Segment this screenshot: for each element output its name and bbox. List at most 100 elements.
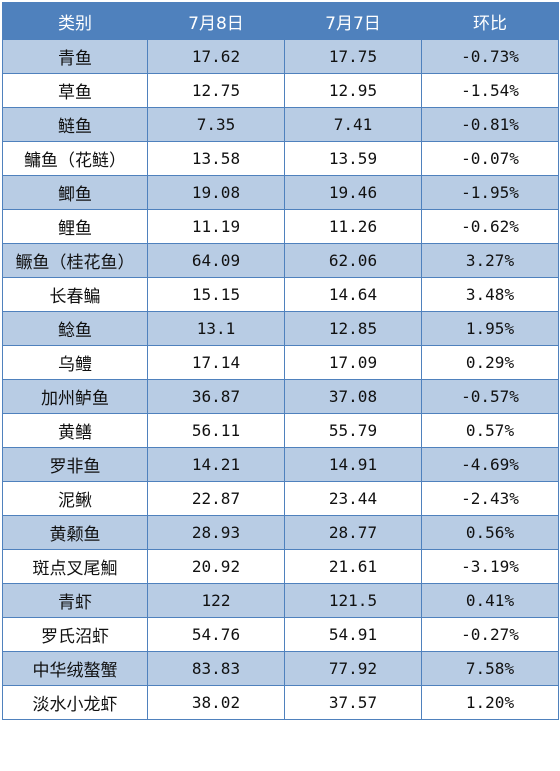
cell-category: 鲢鱼 (2, 107, 148, 142)
cell-jul8: 22.87 (147, 481, 285, 516)
cell-change: 0.41% (421, 583, 559, 618)
table-row: 长春鳊 15.15 14.64 3.48% (2, 277, 559, 312)
cell-jul7: 17.75 (284, 39, 422, 74)
cell-category: 鲫鱼 (2, 175, 148, 210)
cell-category: 长春鳊 (2, 277, 148, 312)
cell-category: 鲶鱼 (2, 311, 148, 346)
cell-category: 青鱼 (2, 39, 148, 74)
cell-change: -0.27% (421, 617, 559, 652)
cell-category: 斑点叉尾鮰 (2, 549, 148, 584)
cell-jul7: 37.08 (284, 379, 422, 414)
cell-change: -0.57% (421, 379, 559, 414)
cell-jul8: 14.21 (147, 447, 285, 482)
cell-category: 鳙鱼（花鲢） (2, 141, 148, 176)
cell-category: 草鱼 (2, 73, 148, 108)
cell-jul8: 122 (147, 583, 285, 618)
cell-jul8: 64.09 (147, 243, 285, 278)
cell-jul8: 83.83 (147, 651, 285, 686)
cell-change: 0.29% (421, 345, 559, 380)
cell-jul7: 23.44 (284, 481, 422, 516)
cell-jul8: 19.08 (147, 175, 285, 210)
cell-jul7: 17.09 (284, 345, 422, 380)
cell-category: 鳜鱼（桂花鱼） (2, 243, 148, 278)
table-row: 泥鳅 22.87 23.44 -2.43% (2, 481, 559, 516)
cell-category: 黄鳝 (2, 413, 148, 448)
cell-jul7: 54.91 (284, 617, 422, 652)
cell-jul7: 21.61 (284, 549, 422, 584)
table-row: 鲫鱼 19.08 19.46 -1.95% (2, 175, 559, 210)
cell-jul8: 56.11 (147, 413, 285, 448)
cell-change: 1.95% (421, 311, 559, 346)
cell-jul8: 28.93 (147, 515, 285, 550)
cell-jul7: 13.59 (284, 141, 422, 176)
cell-category: 黄颡鱼 (2, 515, 148, 550)
cell-jul7: 121.5 (284, 583, 422, 618)
table-row: 斑点叉尾鮰 20.92 21.61 -3.19% (2, 549, 559, 584)
table-row: 鲢鱼 7.35 7.41 -0.81% (2, 107, 559, 142)
cell-jul8: 12.75 (147, 73, 285, 108)
cell-change: -3.19% (421, 549, 559, 584)
header-jul7: 7月7日 (284, 2, 422, 40)
cell-category: 青虾 (2, 583, 148, 618)
table-row: 罗非鱼 14.21 14.91 -4.69% (2, 447, 559, 482)
cell-change: -1.95% (421, 175, 559, 210)
table-row: 中华绒螯蟹 83.83 77.92 7.58% (2, 651, 559, 686)
header-category: 类别 (2, 2, 148, 40)
table-row: 草鱼 12.75 12.95 -1.54% (2, 73, 559, 108)
cell-change: -4.69% (421, 447, 559, 482)
cell-jul7: 12.95 (284, 73, 422, 108)
cell-jul8: 38.02 (147, 685, 285, 720)
table-row: 乌鳢 17.14 17.09 0.29% (2, 345, 559, 380)
cell-jul7: 37.57 (284, 685, 422, 720)
table-row: 鲶鱼 13.1 12.85 1.95% (2, 311, 559, 346)
table-row: 青虾 122 121.5 0.41% (2, 583, 559, 618)
cell-change: 0.57% (421, 413, 559, 448)
cell-category: 鲤鱼 (2, 209, 148, 244)
cell-jul7: 11.26 (284, 209, 422, 244)
cell-jul7: 12.85 (284, 311, 422, 346)
cell-jul8: 13.58 (147, 141, 285, 176)
cell-change: -0.81% (421, 107, 559, 142)
header-change: 环比 (421, 2, 559, 40)
cell-change: 7.58% (421, 651, 559, 686)
cell-change: -2.43% (421, 481, 559, 516)
cell-change: -1.54% (421, 73, 559, 108)
table-row: 加州鲈鱼 36.87 37.08 -0.57% (2, 379, 559, 414)
table-row: 鲤鱼 11.19 11.26 -0.62% (2, 209, 559, 244)
table-row: 黄鳝 56.11 55.79 0.57% (2, 413, 559, 448)
table-row: 罗氏沼虾 54.76 54.91 -0.27% (2, 617, 559, 652)
cell-category: 泥鳅 (2, 481, 148, 516)
cell-change: 3.48% (421, 277, 559, 312)
cell-category: 乌鳢 (2, 345, 148, 380)
header-jul8: 7月8日 (147, 2, 285, 40)
cell-jul7: 14.64 (284, 277, 422, 312)
table-row: 淡水小龙虾 38.02 37.57 1.20% (2, 685, 559, 720)
cell-category: 罗非鱼 (2, 447, 148, 482)
cell-category: 中华绒螯蟹 (2, 651, 148, 686)
table-row: 鳙鱼（花鲢） 13.58 13.59 -0.07% (2, 141, 559, 176)
cell-change: -0.73% (421, 39, 559, 74)
cell-change: 1.20% (421, 685, 559, 720)
cell-jul8: 13.1 (147, 311, 285, 346)
cell-change: -0.62% (421, 209, 559, 244)
cell-jul7: 55.79 (284, 413, 422, 448)
cell-jul7: 19.46 (284, 175, 422, 210)
cell-jul7: 62.06 (284, 243, 422, 278)
table-row: 鳜鱼（桂花鱼） 64.09 62.06 3.27% (2, 243, 559, 278)
cell-category: 罗氏沼虾 (2, 617, 148, 652)
cell-jul8: 17.14 (147, 345, 285, 380)
cell-jul7: 14.91 (284, 447, 422, 482)
cell-jul8: 7.35 (147, 107, 285, 142)
cell-jul8: 36.87 (147, 379, 285, 414)
cell-jul7: 77.92 (284, 651, 422, 686)
cell-change: -0.07% (421, 141, 559, 176)
cell-jul8: 11.19 (147, 209, 285, 244)
cell-category: 淡水小龙虾 (2, 685, 148, 720)
table-row: 青鱼 17.62 17.75 -0.73% (2, 39, 559, 74)
cell-jul7: 28.77 (284, 515, 422, 550)
cell-change: 3.27% (421, 243, 559, 278)
cell-change: 0.56% (421, 515, 559, 550)
cell-jul8: 15.15 (147, 277, 285, 312)
cell-jul8: 20.92 (147, 549, 285, 584)
cell-jul8: 17.62 (147, 39, 285, 74)
